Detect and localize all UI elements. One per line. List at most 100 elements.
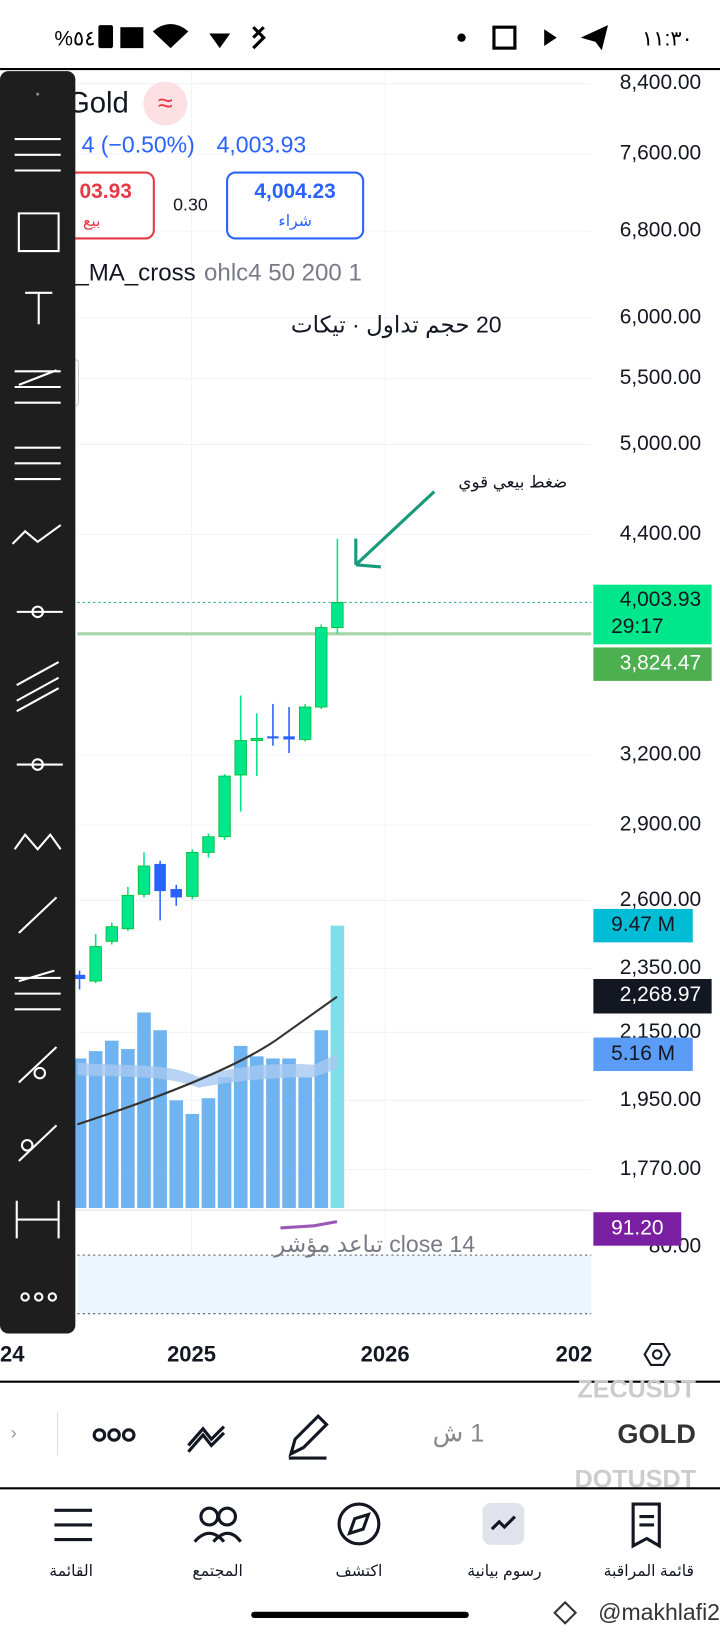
nav-label[interactable]: قائمة المراقبة bbox=[604, 1563, 694, 1581]
rsi-tag bbox=[593, 1212, 682, 1246]
volume-ma-tag-value: 5.16 M bbox=[611, 1042, 675, 1065]
rsi-tag-value: 91.20 bbox=[611, 1216, 663, 1239]
candle-body bbox=[137, 865, 151, 895]
tool-icon bbox=[13, 832, 62, 851]
logo-mark: ≈ bbox=[158, 87, 173, 118]
sell-label: بيع bbox=[83, 213, 100, 231]
change: 4 (−0.50%) bbox=[82, 132, 195, 158]
spread: 0.30 bbox=[173, 195, 208, 215]
volume-bar bbox=[169, 1100, 184, 1209]
price-label: 2,600.00 bbox=[620, 888, 701, 911]
more-dot bbox=[34, 1292, 44, 1302]
price-label: 2,900.00 bbox=[620, 813, 701, 836]
tool-node bbox=[20, 1139, 34, 1152]
line-tag bbox=[593, 647, 712, 681]
nav-labels: القائمة المجتمع اكتشف رسوم بيانية قائمة المر… bbox=[49, 1563, 694, 1581]
volume-bar bbox=[153, 1030, 167, 1209]
current-symbol[interactable]: GOLD bbox=[617, 1418, 696, 1449]
tool-icon bbox=[14, 969, 61, 1011]
price-label: 1,950.00 bbox=[620, 1088, 701, 1111]
candle-body bbox=[170, 889, 182, 898]
price-label: 6,000.00 bbox=[620, 305, 701, 328]
candle-body bbox=[315, 627, 328, 708]
tool-icon bbox=[14, 446, 61, 481]
more-dot bbox=[20, 1292, 30, 1302]
symbol-bar-icons bbox=[92, 1413, 329, 1460]
volume-label: 20 حجم تداول · تيكات bbox=[291, 311, 502, 338]
candle-body bbox=[267, 736, 279, 739]
time-label: 202 bbox=[556, 1341, 593, 1366]
tool-icon bbox=[14, 138, 61, 172]
time-label: 2025 bbox=[167, 1341, 216, 1366]
price-label: 8,400.00 bbox=[620, 71, 701, 94]
candle-body bbox=[73, 974, 86, 979]
prev-symbol[interactable]: ZECUSDT bbox=[577, 1376, 696, 1404]
volume-tag-value: 9.47 M bbox=[611, 913, 675, 936]
tool-icon bbox=[25, 291, 53, 325]
settings-icon[interactable] bbox=[643, 1342, 671, 1366]
logo bbox=[143, 81, 188, 126]
price-axis bbox=[593, 71, 720, 1379]
chevron[interactable]: › bbox=[10, 1422, 16, 1443]
volume-ma-tag bbox=[593, 1037, 693, 1072]
tool-node bbox=[33, 1066, 47, 1080]
ma-tag bbox=[593, 978, 712, 1014]
candles bbox=[73, 538, 344, 990]
home-indicator bbox=[251, 1611, 469, 1619]
time-label: 2026 bbox=[361, 1341, 410, 1366]
interval[interactable]: 1 ش bbox=[433, 1420, 485, 1448]
line-tag-price: 3,824.47 bbox=[620, 652, 701, 675]
candle-body bbox=[298, 706, 312, 740]
volume-bar bbox=[72, 1058, 87, 1209]
last-price: 4,003.93 bbox=[217, 132, 307, 158]
watermark-icon bbox=[553, 1600, 578, 1625]
volume-bar bbox=[233, 1045, 248, 1209]
nav-label[interactable]: رسوم بيانية bbox=[467, 1563, 541, 1581]
tool-node bbox=[31, 758, 44, 771]
rsi-label: 14 close تباعد مؤشر bbox=[273, 1231, 475, 1258]
volume-bar bbox=[137, 1012, 151, 1209]
volume-bar bbox=[330, 925, 345, 1209]
candle-body bbox=[202, 836, 215, 853]
symbol: Gold bbox=[67, 86, 129, 119]
candle-body bbox=[121, 894, 135, 930]
tool-icons bbox=[11, 92, 63, 1302]
ma-tag-value: 2,268.97 bbox=[620, 983, 701, 1006]
tool-icon bbox=[18, 896, 58, 934]
annotation-arrow bbox=[354, 490, 436, 569]
candle-body bbox=[234, 740, 247, 776]
time-label: 24 bbox=[0, 1341, 25, 1366]
volume-bar bbox=[250, 1056, 264, 1209]
volume-bar bbox=[298, 1077, 312, 1209]
tool-icon bbox=[14, 369, 61, 404]
buy-price: 4,004.23 bbox=[254, 180, 335, 203]
volume-bar bbox=[217, 1077, 232, 1209]
countdown: 29:17 bbox=[611, 615, 663, 638]
price-label: 2,350.00 bbox=[620, 956, 701, 979]
last-tag bbox=[593, 584, 712, 645]
clock: ١١:٣٠ bbox=[642, 27, 693, 50]
status-icons bbox=[98, 24, 609, 51]
candle-body bbox=[331, 602, 344, 628]
candle-body bbox=[154, 863, 166, 892]
ma-name: _MA_cross bbox=[74, 259, 195, 286]
candle-body bbox=[283, 736, 295, 740]
volume-bar bbox=[282, 1058, 296, 1209]
tool-icon bbox=[17, 212, 60, 253]
volume-bar bbox=[121, 1049, 135, 1209]
buy-button[interactable] bbox=[226, 171, 365, 240]
nav-label[interactable]: المجتمع bbox=[192, 1563, 243, 1581]
volume bbox=[72, 925, 345, 1209]
nav-label[interactable]: القائمة bbox=[49, 1563, 93, 1580]
tool-icon bbox=[11, 524, 62, 545]
volume-ma-band bbox=[77, 1054, 337, 1088]
price-label: 1,770.00 bbox=[620, 1157, 701, 1180]
nav-label[interactable]: اكتشف bbox=[336, 1563, 383, 1580]
tool-icon bbox=[16, 661, 60, 713]
ma-params: ohlc4 50 200 1 bbox=[204, 259, 362, 286]
volume-bar bbox=[314, 1030, 329, 1209]
nav-icons bbox=[54, 1502, 661, 1549]
buy-label: شراء bbox=[278, 213, 312, 231]
